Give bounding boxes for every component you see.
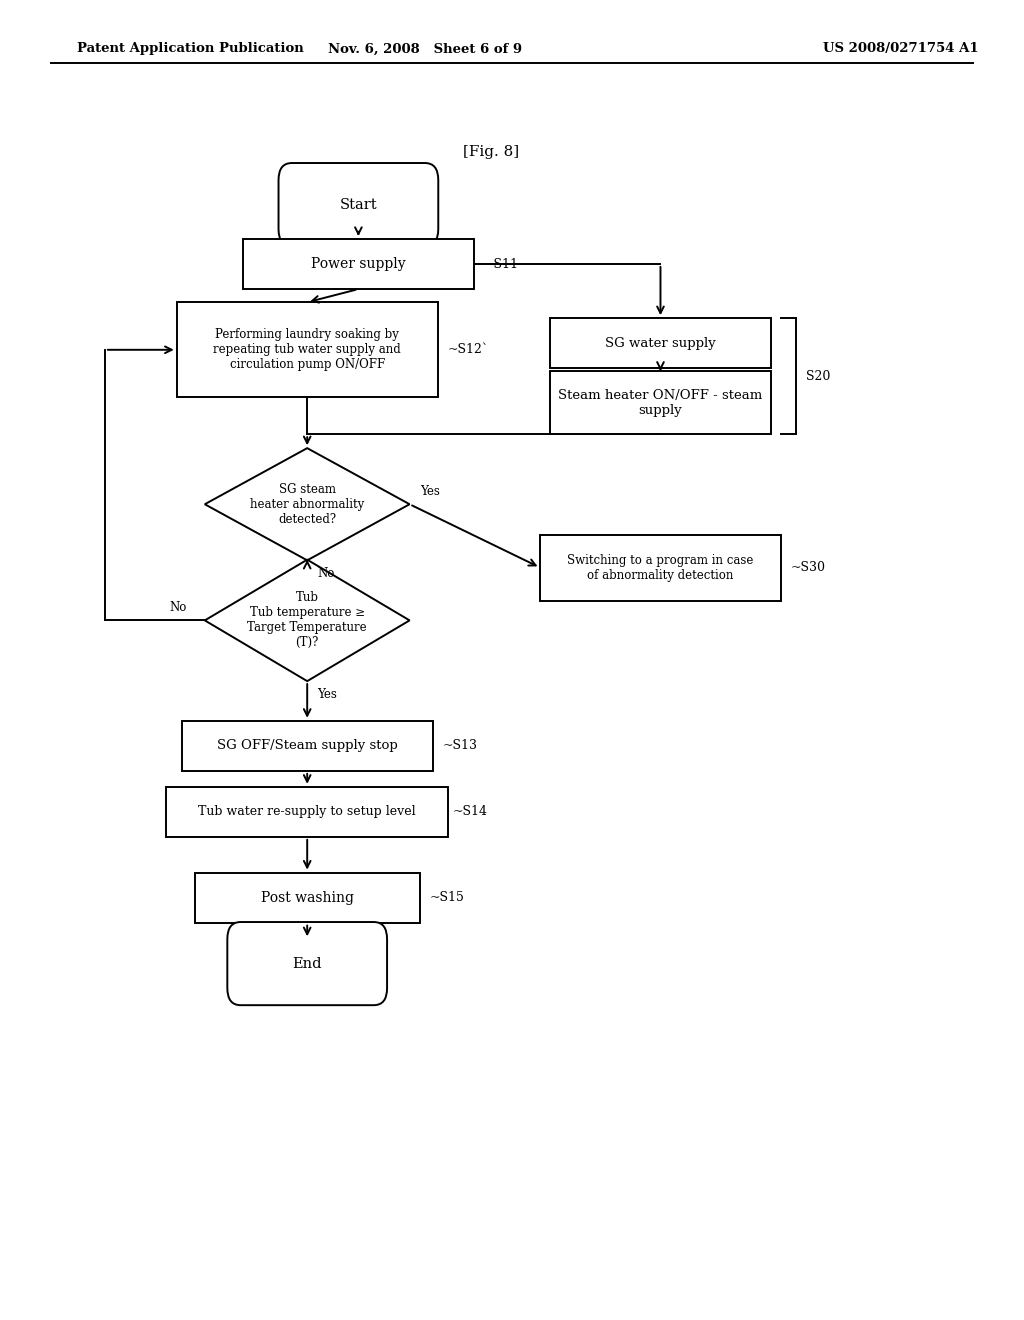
Text: Nov. 6, 2008   Sheet 6 of 9: Nov. 6, 2008 Sheet 6 of 9: [328, 42, 522, 55]
Text: ~S14: ~S14: [453, 805, 488, 818]
FancyBboxPatch shape: [551, 318, 770, 368]
FancyBboxPatch shape: [541, 535, 781, 601]
Text: No: No: [317, 568, 335, 579]
FancyBboxPatch shape: [244, 239, 473, 289]
Text: ~S30: ~S30: [791, 561, 826, 574]
Text: Patent Application Publication: Patent Application Publication: [77, 42, 303, 55]
Text: SG steam
heater abnormality
detected?: SG steam heater abnormality detected?: [250, 483, 365, 525]
Text: ~S15: ~S15: [430, 891, 465, 904]
FancyBboxPatch shape: [176, 302, 438, 397]
Text: No: No: [169, 601, 186, 614]
Text: End: End: [293, 957, 322, 970]
Text: Post washing: Post washing: [261, 891, 353, 904]
Text: Start: Start: [340, 198, 377, 211]
FancyBboxPatch shape: [227, 921, 387, 1006]
Polygon shape: [205, 449, 410, 560]
FancyBboxPatch shape: [166, 787, 449, 837]
Text: Tub
Tub temperature ≥
Target Temperature
(T)?: Tub Tub temperature ≥ Target Temperature…: [248, 591, 367, 649]
Text: [Fig. 8]: [Fig. 8]: [464, 145, 519, 158]
FancyBboxPatch shape: [195, 873, 420, 923]
Text: Switching to a program in case
of abnormality detection: Switching to a program in case of abnorm…: [567, 553, 754, 582]
FancyBboxPatch shape: [551, 371, 770, 434]
Text: ~S13: ~S13: [442, 739, 478, 752]
FancyBboxPatch shape: [279, 162, 438, 246]
Text: S20: S20: [807, 370, 830, 383]
Text: Power supply: Power supply: [311, 257, 406, 271]
Text: Yes: Yes: [317, 688, 337, 701]
FancyBboxPatch shape: [182, 721, 432, 771]
Text: Yes: Yes: [420, 484, 439, 498]
Text: ~S11: ~S11: [483, 257, 519, 271]
Text: Tub water re-supply to setup level: Tub water re-supply to setup level: [199, 805, 416, 818]
Text: US 2008/0271754 A1: US 2008/0271754 A1: [823, 42, 979, 55]
Polygon shape: [205, 560, 410, 681]
Text: SG OFF/Steam supply stop: SG OFF/Steam supply stop: [217, 739, 397, 752]
Text: SG water supply: SG water supply: [605, 337, 716, 350]
Text: Performing laundry soaking by
repeating tub water supply and
circulation pump ON: Performing laundry soaking by repeating …: [213, 329, 401, 371]
Text: Steam heater ON/OFF - steam
supply: Steam heater ON/OFF - steam supply: [558, 388, 763, 417]
Text: ~S12`: ~S12`: [449, 343, 489, 356]
